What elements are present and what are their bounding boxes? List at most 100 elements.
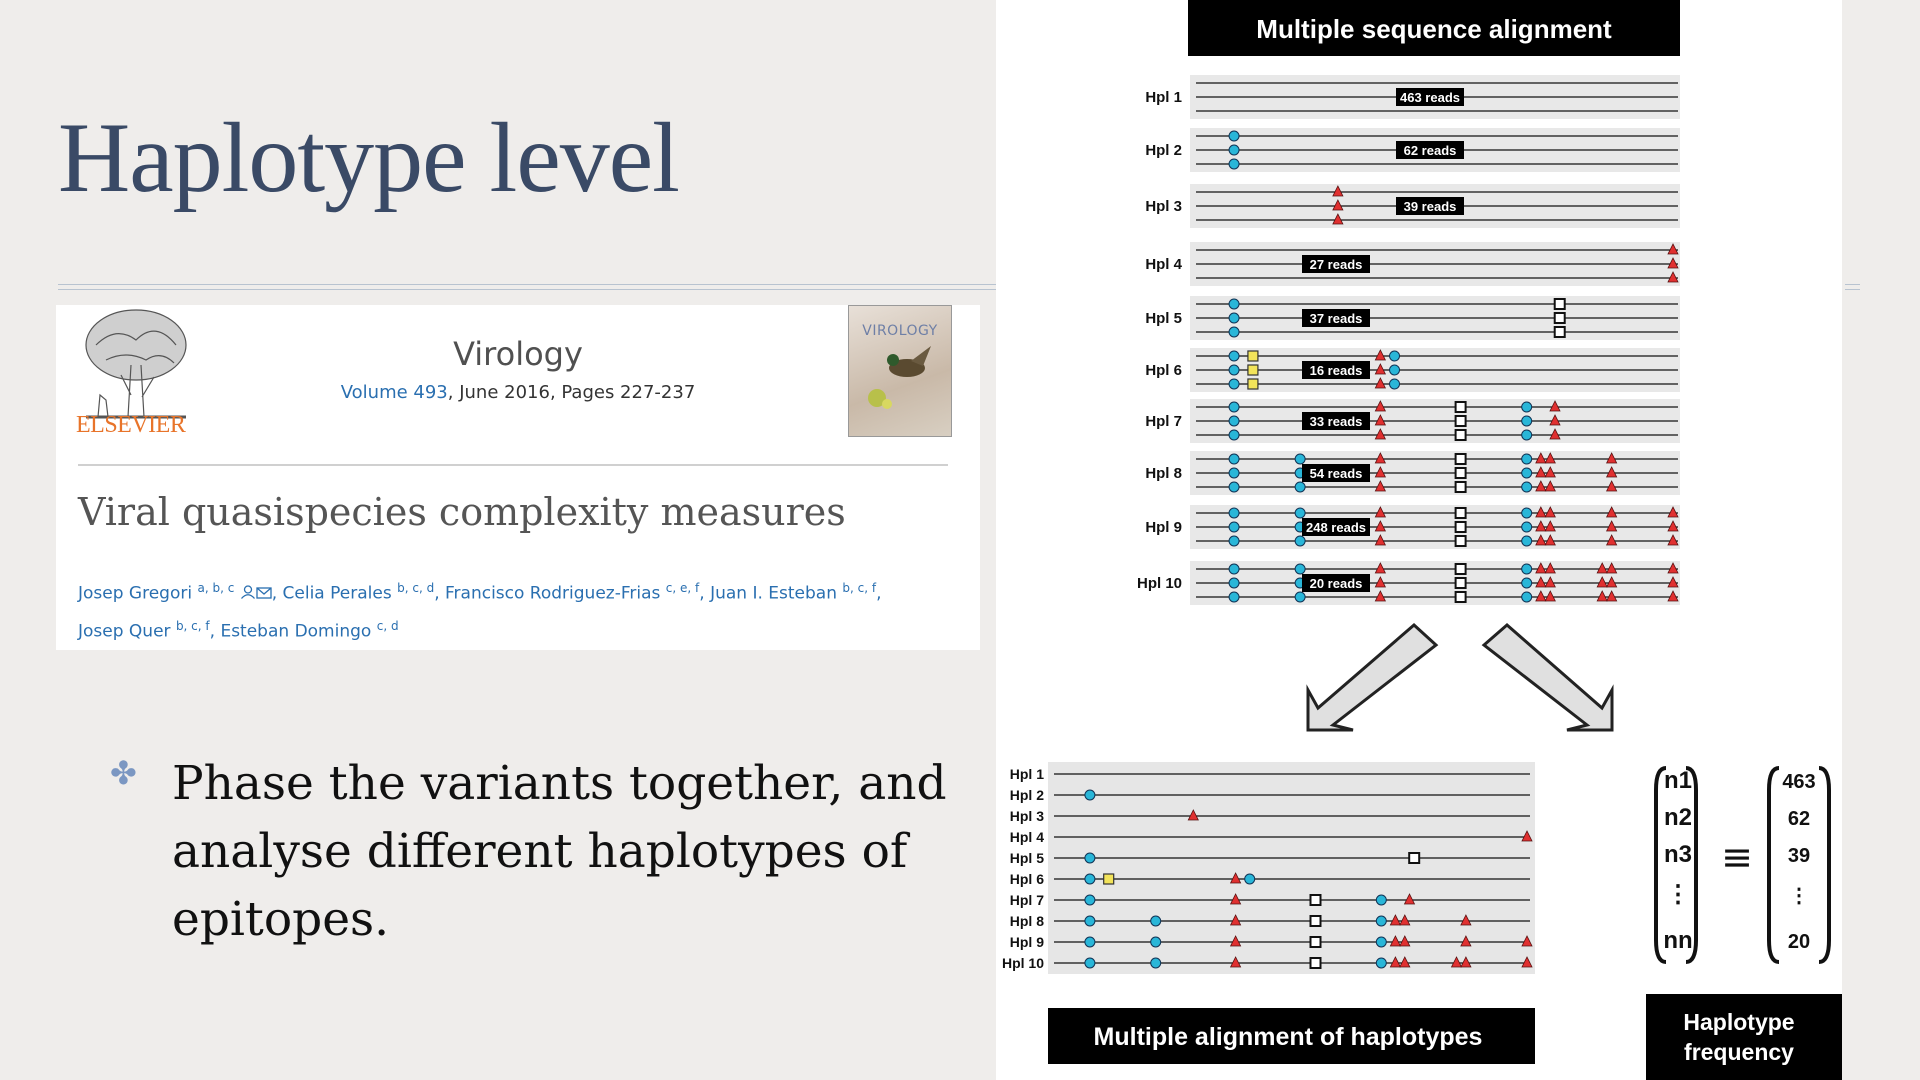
variant-square-icon (1454, 401, 1467, 413)
variant-triangle-icon (1332, 213, 1344, 225)
person-icon[interactable] (240, 585, 256, 599)
variant-circle-icon (1084, 957, 1096, 969)
variant-triangle-icon (1389, 914, 1402, 926)
variant-triangle-icon (1535, 590, 1547, 602)
variant-triangle-icon (1667, 576, 1679, 588)
variant-circle-icon (1294, 535, 1306, 547)
author-affiliation: b, c, f (842, 581, 877, 595)
variant-circle-icon (1228, 591, 1240, 603)
frequency-header-word: frequency (1684, 1039, 1794, 1065)
variant-triangle-icon (1549, 414, 1561, 426)
variant-triangle-icon (1535, 576, 1547, 588)
variant-triangle-icon (1667, 257, 1679, 269)
variant-triangle-icon (1605, 534, 1618, 546)
author-list: Josep Gregori a, b, c , Celia Perales b,… (78, 581, 882, 642)
reads-badge: 39 reads (1404, 199, 1457, 214)
journal-cover[interactable]: VIROLOGY (848, 305, 952, 437)
variant-circle-icon (1389, 350, 1401, 362)
variant-circle-icon (1375, 915, 1387, 927)
variant-triangle-icon (1374, 377, 1387, 389)
reads-badge-bg (1396, 88, 1464, 106)
frequency-header-bg (1646, 994, 1842, 1080)
variant-triangle-icon (1460, 935, 1472, 947)
variant-triangle-icon (1544, 576, 1556, 588)
reads-badge-bg (1302, 574, 1370, 592)
msa-row-label: Hpl 2 (1145, 142, 1182, 159)
variant-triangle-icon (1605, 576, 1618, 588)
variant-circle-icon (1150, 957, 1162, 969)
variant-triangle-icon (1374, 506, 1387, 518)
variant-triangle-icon (1667, 534, 1679, 546)
reads-badge: 16 reads (1310, 363, 1363, 378)
author-affiliation: b, c, f (175, 618, 210, 633)
msa-row-label: Hpl 8 (1145, 465, 1182, 482)
variant-circle-icon (1521, 507, 1533, 519)
author-name[interactable]: Josep Quer (78, 621, 171, 642)
variant-triangle-icon (1399, 914, 1411, 926)
variant-circle-icon (1521, 535, 1533, 547)
variant-triangle-icon (1667, 506, 1679, 518)
publisher-name: ELSEVIER (76, 412, 186, 438)
haplotype-figure: Multiple sequence alignment Hpl 1 463 read… (996, 0, 1842, 1080)
variant-circle-icon (1375, 957, 1387, 969)
variant-square-icon (1454, 563, 1467, 575)
reads-badge-bg (1396, 197, 1464, 215)
variant-triangle-icon (1544, 562, 1556, 574)
variant-triangle-icon (1535, 506, 1547, 518)
variant-triangle-icon (1535, 534, 1547, 546)
variant-triangle-icon (1374, 363, 1387, 375)
variant-triangle-icon (1605, 590, 1618, 602)
bracket-left-icon (1654, 766, 1667, 964)
flower-bullet-icon: ✤ (110, 754, 137, 792)
msa-row-label: Hpl 3 (1145, 198, 1182, 215)
variant-triangle-icon (1374, 562, 1387, 574)
variant-circle-icon (1228, 298, 1240, 310)
variant-square-icon (1454, 577, 1467, 589)
variant-circle-icon (1084, 789, 1096, 801)
volume-link[interactable]: Volume 493 (340, 382, 448, 403)
equivalence-icon: ≡ (1721, 835, 1753, 879)
author-affiliation: c, d (376, 618, 399, 633)
variant-circle-icon (1521, 591, 1533, 603)
variant-triangle-icon (1374, 534, 1387, 546)
variant-triangle-icon (1389, 935, 1402, 947)
author-name[interactable]: Josep Gregori (78, 583, 193, 604)
variant-circle-icon (1521, 521, 1533, 533)
msa-row-label: Hpl 1 (1145, 89, 1182, 106)
frequency-symbol: ⋮ (1666, 881, 1690, 908)
variant-circle-icon (1228, 507, 1240, 519)
journal-info: Volume 493, June 2016, Pages 227-237 (56, 382, 980, 403)
author-affiliation: a, b, c (197, 581, 235, 595)
variant-triangle-icon (1374, 452, 1387, 464)
author-name[interactable]: Esteban Domingo (220, 621, 372, 642)
variant-triangle-icon (1605, 466, 1618, 478)
reads-badge-bg (1302, 309, 1370, 327)
variant-circle-icon (1228, 130, 1240, 142)
frequency-header-word: Haplotype (1683, 1009, 1794, 1035)
variant-square-icon (1309, 894, 1322, 906)
author-name[interactable]: Francisco Rodriguez-Frias (445, 583, 661, 604)
variant-triangle-icon (1535, 520, 1547, 532)
variant-square-icon (1553, 326, 1566, 338)
variant-triangle-icon (1544, 480, 1556, 492)
variant-square-icon (1309, 936, 1322, 948)
variant-triangle-icon (1374, 428, 1387, 440)
variant-triangle-icon (1374, 414, 1387, 426)
variant-triangle-icon (1521, 935, 1533, 947)
author-name[interactable]: Juan I. Esteban (710, 583, 837, 604)
reads-badge-bg (1396, 141, 1464, 159)
reads-badge-bg (1302, 518, 1370, 536)
author-name[interactable]: Celia Perales (282, 583, 392, 604)
variant-triangle-icon (1332, 199, 1344, 211)
reads-badge: 463 reads (1400, 90, 1460, 105)
variant-triangle-icon (1450, 956, 1463, 968)
slide-title: Haplotype level (58, 102, 680, 213)
variant-circle-icon (1228, 467, 1240, 479)
variant-triangle-icon (1667, 243, 1679, 255)
variant-square-icon (1454, 453, 1467, 465)
variant-triangle-icon (1535, 466, 1547, 478)
variant-triangle-icon (1460, 956, 1472, 968)
article-title[interactable]: Viral quasispecies complexity measures (78, 490, 846, 534)
variant-circle-icon (1228, 378, 1240, 390)
email-icon[interactable] (256, 585, 272, 599)
